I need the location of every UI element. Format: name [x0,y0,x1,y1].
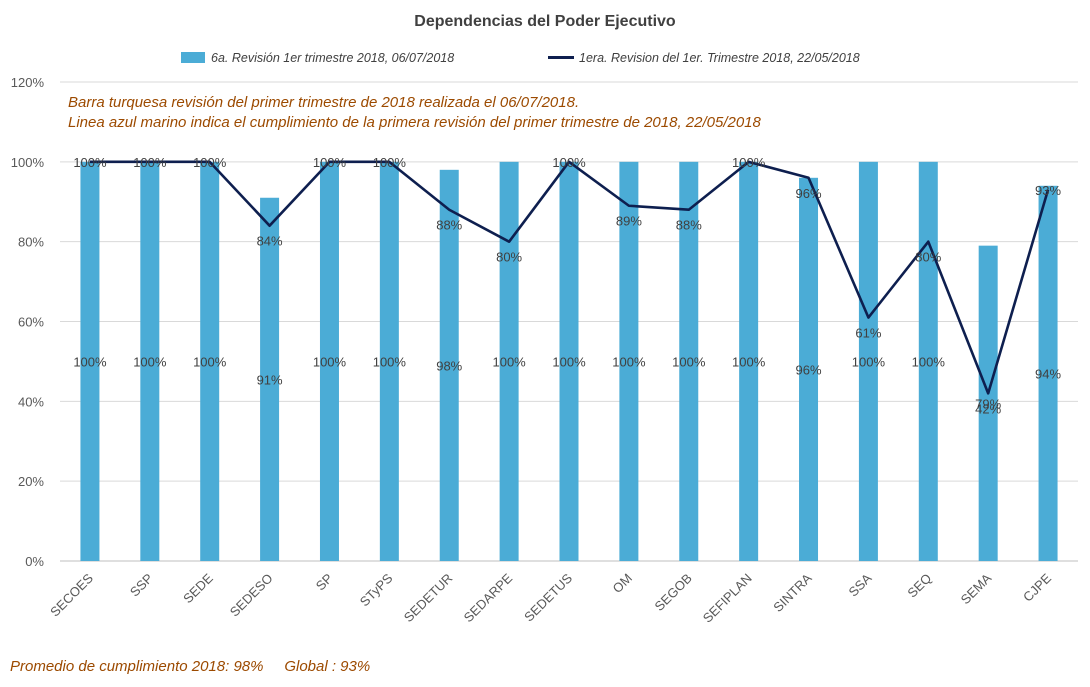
x-tick-label: SP [313,571,336,594]
line-data-label: 80% [496,250,522,265]
bar-series [80,161,1058,562]
bar-data-label: 96% [796,362,822,377]
bar [319,161,339,562]
line-data-label: 93% [1035,183,1061,198]
line-data-label: 96% [796,186,822,201]
x-tick-label: SEDETUR [401,571,456,626]
bar-data-label: 100% [672,354,706,369]
bar [679,161,699,562]
bar-data-label: 79% [975,396,1001,411]
bar [140,161,160,562]
bar-data-label: 94% [1035,366,1061,381]
line-data-label: 89% [616,214,642,229]
line-data-label: 42% [975,401,1001,416]
bar [918,161,938,562]
bar-data-label: 100% [732,354,766,369]
x-tick-label: SINTRA [770,570,815,615]
bar [80,161,100,562]
line-labels: 100% 100% 100% 84% 100% 100% 88% 80% 100% 89% 88% 1… [73,155,1061,417]
bar [499,161,519,562]
bar-data-label: 100% [313,354,347,369]
bar-data-label: 100% [373,354,407,369]
bar [439,169,459,562]
line-data-label: 100% [133,155,167,170]
bar [260,197,280,561]
chart-title: Dependencias del Poder Ejecutivo [414,13,676,30]
x-tick-label: SEQ [904,571,934,601]
line-data-label: 88% [676,218,702,233]
bar-data-label: 91% [257,372,283,387]
line-data-label: 100% [732,155,766,170]
line-data-label: 100% [373,155,407,170]
bar-data-label: 100% [193,354,227,369]
annotation-bar-note: Barra turquesa revisión del primer trime… [68,94,579,111]
x-tick-label: SEFIPLAN [700,571,755,626]
bar-data-label: 100% [612,354,646,369]
bar-labels: 100% 100% 100% 91% 100% 100% 98% 100% 100% 100% 10… [73,354,1061,411]
bar [978,245,998,562]
y-tick-label: 100% [11,155,45,170]
line-data-label: 88% [436,218,462,233]
bar [200,161,220,562]
line-data-label: 80% [915,250,941,265]
bar-data-label: 100% [73,354,107,369]
y-tick-label: 40% [18,394,44,409]
bar-data-label: 100% [912,354,946,369]
legend-bar-label: 6a. Revisión 1er trimestre 2018, 06/07/2… [211,51,454,65]
line-data-label: 61% [855,326,881,341]
bar-data-label: 100% [552,354,586,369]
y-tick-label: 80% [18,235,44,250]
y-tick-label: 120% [11,75,45,90]
footer-summary: Promedio de cumplimiento 2018: 98% Globa… [10,658,370,675]
legend: 6a. Revisión 1er trimestre 2018, 06/07/2… [181,51,860,65]
y-tick-label: 0% [25,554,44,569]
x-tick-label: OM [610,571,635,596]
x-tick-label: SEMA [958,570,995,607]
bar [1038,185,1058,562]
line-data-label: 100% [313,155,347,170]
x-axis: SECOES SSP SEDE SEDESO SP STyPS SEDETUR SEDARPE… [47,570,1054,625]
x-tick-label: SEGOB [652,571,695,614]
y-tick-label: 60% [18,315,44,330]
x-tick-label: SSA [846,570,875,599]
line-data-label: 100% [193,155,227,170]
legend-bar-swatch [181,52,205,63]
bar [858,161,878,562]
line-series [89,160,1050,395]
bar [739,161,759,562]
line-data-label: 84% [257,234,283,249]
x-tick-label: SSP [127,571,156,600]
line-data-label: 100% [73,155,107,170]
bar-data-label: 100% [133,354,167,369]
series-line [89,160,1050,395]
y-tick-label: 20% [18,474,44,489]
bar-data-label: 100% [852,354,886,369]
x-tick-label: SEDE [180,570,216,606]
x-tick-label: SEDARPE [461,570,516,625]
x-tick-label: STyPS [357,570,396,609]
bar [619,161,639,562]
x-tick-label: SEDESO [227,571,276,620]
bar [799,177,819,562]
line-data-label: 100% [552,155,586,170]
bar [379,161,399,562]
legend-line-label: 1era. Revision del 1er. Trimestre 2018, … [579,51,860,65]
bar-data-label: 100% [492,354,526,369]
bar [559,161,579,562]
annotation-line-note: Linea azul marino indica el cumplimiento… [68,114,762,131]
bar-data-label: 98% [436,358,462,373]
x-tick-label: SECOES [47,570,96,619]
x-tick-label: CJPE [1020,570,1054,604]
x-tick-label: SEDETUS [521,570,575,624]
y-axis: 0% 20% 40% 60% 80% 100% 120% [11,75,45,569]
